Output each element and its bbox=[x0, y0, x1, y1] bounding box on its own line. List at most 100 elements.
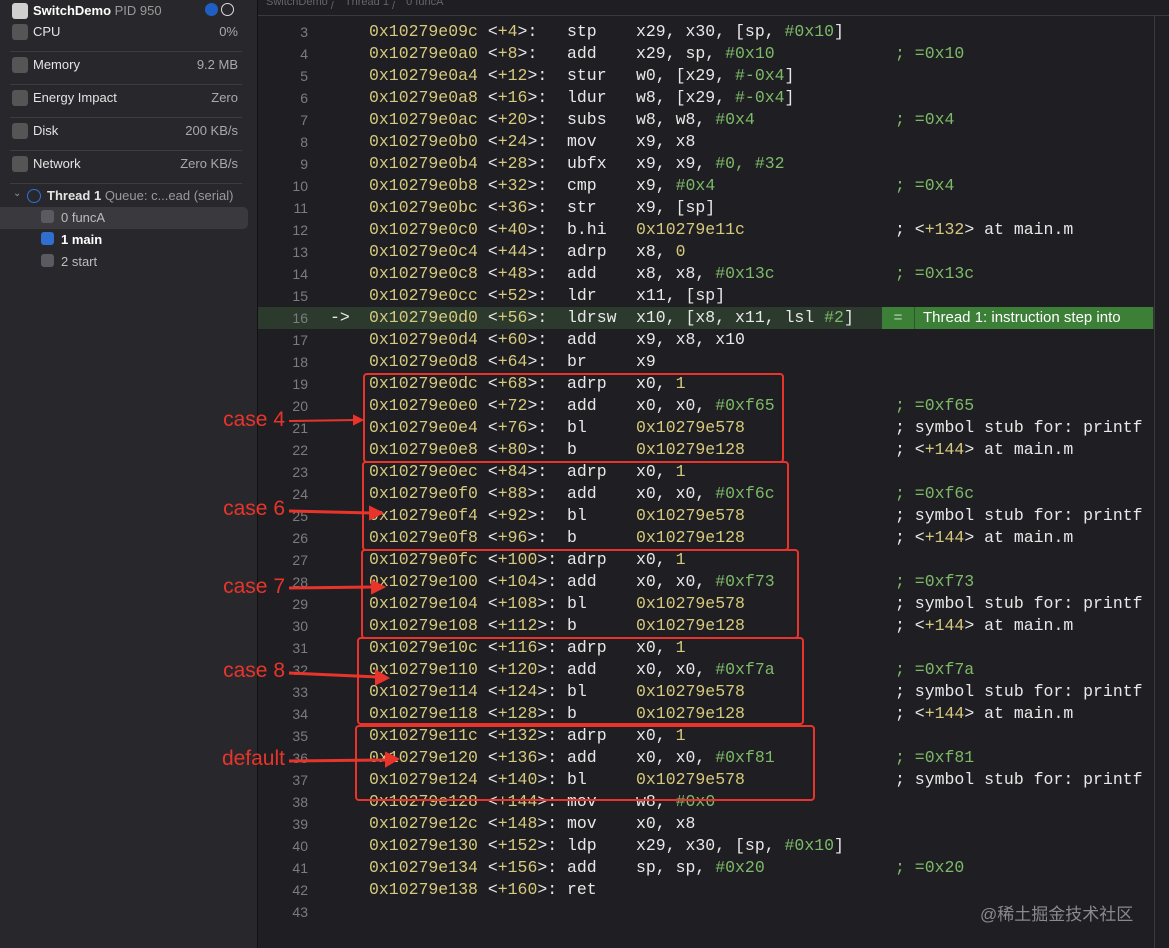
code-line[interactable]: 12 0x10279e0c0 <+40>: b.hi 0x10279e11c ; <+1… bbox=[258, 219, 1154, 241]
mnemonic: ldrsw bbox=[567, 308, 617, 327]
metric-value: Zero KB/s bbox=[180, 156, 238, 171]
code-line[interactable]: 15 0x10279e0cc <+52>: ldr x11, [sp] bbox=[258, 285, 1154, 307]
instruction-address: 0x10279e0b0 <+24>: bbox=[369, 132, 548, 151]
code-line[interactable]: 29 0x10279e104 <+108>: bl 0x10279e578 ; symb… bbox=[258, 593, 1154, 615]
code-line[interactable]: 10 0x10279e0b8 <+32>: cmp x9, #0x4 ; =0x4 bbox=[258, 175, 1154, 197]
operand-token: #0xf81 bbox=[715, 748, 775, 767]
line-number: 14 bbox=[292, 266, 308, 282]
app-icon bbox=[12, 3, 28, 19]
code-line[interactable]: 33 0x10279e114 <+124>: bl 0x10279e578 ; symb… bbox=[258, 681, 1154, 703]
comment-token: ; symbol stub for: printf bbox=[895, 594, 1143, 613]
code-line[interactable]: 22 0x10279e0e8 <+80>: b 0x10279e128 ; <+144>… bbox=[258, 439, 1154, 461]
comment-token: ; < bbox=[895, 220, 925, 239]
metric-row-memory[interactable]: Memory 9.2 MB bbox=[0, 54, 248, 76]
code-line[interactable]: 25 0x10279e0f4 <+92>: bl 0x10279e578; symbo… bbox=[258, 505, 1154, 527]
metric-row-energy-impact[interactable]: Energy Impact Zero bbox=[0, 87, 248, 109]
operands: 0x10279e128 bbox=[636, 615, 745, 637]
line-number: 38 bbox=[292, 794, 308, 810]
code-line[interactable]: 38 0x10279e128 <+144>: mov w8, #0x0 bbox=[258, 791, 1154, 813]
thread-pause-icon[interactable] bbox=[221, 3, 234, 16]
metric-row-disk[interactable]: Disk 200 KB/s bbox=[0, 120, 248, 142]
mnemonic: b bbox=[567, 616, 577, 635]
disassembly-editor[interactable]: SwitchDemo / Thread 1 / 0 funcA 3 0x10279… bbox=[258, 0, 1169, 948]
operand-token: w8, w8, bbox=[636, 110, 716, 129]
comment: ; <+132> at main.m bbox=[895, 219, 1073, 241]
code-line[interactable]: 14 0x10279e0c8 <+48>: add x8, x8, #0x13c ; =… bbox=[258, 263, 1154, 285]
code-line[interactable]: 23 0x10279e0ec <+84>: adrp x0, 1 bbox=[258, 461, 1154, 483]
offset: +96 bbox=[497, 528, 528, 547]
code-line[interactable]: 27 0x10279e0fc <+100>: adrp x0, 1 bbox=[258, 549, 1154, 571]
code-line[interactable]: 8 0x10279e0b0 <+24>: mov x9, x8 bbox=[258, 131, 1154, 153]
metric-value: 9.2 MB bbox=[196, 57, 238, 72]
code-line[interactable]: 42 0x10279e138 <+160>: ret bbox=[258, 879, 1154, 901]
metric-row-cpu[interactable]: CPU 0% bbox=[0, 21, 248, 43]
comment: ; <+144> at main.m bbox=[895, 527, 1073, 549]
arrow-icon bbox=[288, 585, 375, 590]
code-line[interactable]: 34 0x10279e118 <+128>: b 0x10279e128 ; <+144… bbox=[258, 703, 1154, 725]
chevron-down-icon[interactable]: ⌄ bbox=[13, 188, 22, 199]
code-line[interactable]: 4 0x10279e0a0 <+8>: add x29, sp, #0x10 ; =0x… bbox=[258, 43, 1154, 65]
code-line[interactable]: 28 0x10279e100 <+104>: add x0, x0, #0xf73 ; … bbox=[258, 571, 1154, 593]
breakpoint-status-icon[interactable] bbox=[205, 3, 218, 16]
metric-value: 200 KB/s bbox=[185, 123, 238, 138]
metric-label: CPU bbox=[33, 24, 61, 39]
address: 0x10279e0e8 bbox=[369, 440, 478, 459]
code-line[interactable]: 31 0x10279e10c <+116>: adrp x0, 1 bbox=[258, 637, 1154, 659]
code-line[interactable]: 6 0x10279e0a8 <+16>: ldur w8, [x29, #-0x4] bbox=[258, 87, 1154, 109]
code-line[interactable]: 24 0x10279e0f0 <+88>: add x0, x0, #0xf6c ; =… bbox=[258, 483, 1154, 505]
stack-frame[interactable]: 2 start bbox=[0, 251, 248, 273]
thread-row[interactable]: ⌄ Thread 1 Queue: c...ead (serial) bbox=[0, 185, 248, 207]
address: 0x10279e0f0 bbox=[369, 484, 478, 503]
instruction-address: 0x10279e130 <+152>: bbox=[369, 836, 558, 855]
code-line[interactable]: 41 0x10279e134 <+156>: add sp, sp, #0x20 ; =… bbox=[258, 857, 1154, 879]
offset: +64 bbox=[497, 352, 528, 371]
comment-token: ; < bbox=[895, 704, 925, 723]
code-line[interactable]: 18 0x10279e0d8 <+64>: br x9 bbox=[258, 351, 1154, 373]
stack-frame[interactable]: 1 main bbox=[0, 229, 248, 251]
operand-token: w8, [x29, bbox=[636, 88, 736, 107]
code-line[interactable]: 43 bbox=[258, 901, 1154, 923]
code-line[interactable]: 26 0x10279e0f8 <+96>: b 0x10279e128 ; <+144>… bbox=[258, 527, 1154, 549]
code-line[interactable]: 37 0x10279e124 <+140>: bl 0x10279e578 ; symb… bbox=[258, 769, 1154, 791]
address: 0x10279e0a0 bbox=[369, 44, 478, 63]
code-line[interactable]: 13 0x10279e0c4 <+44>: adrp x8, 0 bbox=[258, 241, 1154, 263]
mnemonic: mov bbox=[567, 792, 597, 811]
code-line[interactable]: 40 0x10279e130 <+152>: ldp x29, x30, [sp, #… bbox=[258, 835, 1154, 857]
thread-queue: Queue: c...ead (serial) bbox=[104, 188, 234, 203]
comment-token: ; < bbox=[895, 616, 925, 635]
code-line[interactable]: 5 0x10279e0a4 <+12>: stur w0, [x29, #-0x4] bbox=[258, 65, 1154, 87]
code-line[interactable]: 30 0x10279e108 <+112>: b 0x10279e128 ; <+144… bbox=[258, 615, 1154, 637]
comment-token: +144 bbox=[924, 528, 965, 547]
operand-token: 0 bbox=[675, 242, 686, 261]
comment: ; symbol stub for: printf bbox=[895, 505, 1143, 527]
comment: ; =0x20 bbox=[895, 857, 964, 879]
operand-token: #0x4 bbox=[675, 176, 716, 195]
operand-token: #0x13c bbox=[715, 264, 775, 283]
stack-frame[interactable]: 0 funcA bbox=[0, 207, 248, 229]
address: 0x10279e110 bbox=[369, 660, 478, 679]
instruction-address: 0x10279e0e8 <+80>: bbox=[369, 440, 548, 459]
code-line[interactable]: 19 0x10279e0dc <+68>: adrp x0, 1 bbox=[258, 373, 1154, 395]
mnemonic: add bbox=[567, 330, 597, 349]
offset: +88 bbox=[497, 484, 528, 503]
code-line[interactable]: 39 0x10279e12c <+148>: mov x0, x8 bbox=[258, 813, 1154, 835]
code-line[interactable]: 32 0x10279e110 <+120>: add x0, x0, #0xf7a; … bbox=[258, 659, 1154, 681]
breadcrumb-item[interactable]: 0 funcA bbox=[406, 0, 444, 8]
line-number: 34 bbox=[292, 706, 308, 722]
operand-token: x0, bbox=[636, 638, 676, 657]
code-line[interactable]: 9 0x10279e0b4 <+28>: ubfx x9, x9, #0, #32 bbox=[258, 153, 1154, 175]
metric-row-network[interactable]: Network Zero KB/s bbox=[0, 153, 248, 175]
line-number: 11 bbox=[293, 200, 308, 216]
code-line[interactable]: 35 0x10279e11c <+132>: adrp x0, 1 bbox=[258, 725, 1154, 747]
code-line[interactable]: 17 0x10279e0d4 <+60>: add x9, x8, x10 bbox=[258, 329, 1154, 351]
comment: ; <+144> at main.m bbox=[895, 439, 1073, 461]
breadcrumb-item[interactable]: SwitchDemo bbox=[266, 0, 328, 8]
process-row[interactable]: SwitchDemo PID 950 bbox=[0, 0, 248, 22]
divider bbox=[10, 150, 242, 151]
breadcrumb-item[interactable]: Thread 1 bbox=[344, 0, 389, 8]
code-line[interactable]: 7 0x10279e0ac <+20>: subs w8, w8, #0x4 ; =0x… bbox=[258, 109, 1154, 131]
code-line[interactable]: 21 0x10279e0e4 <+76>: bl 0x10279e578 ; symbo… bbox=[258, 417, 1154, 439]
code-line[interactable]: 11 0x10279e0bc <+36>: str x9, [sp] bbox=[258, 197, 1154, 219]
code-line[interactable]: 20 0x10279e0e0 <+72>: add x0, x0, #0xf65 ; =… bbox=[258, 395, 1154, 417]
code-line[interactable]: 3 0x10279e09c <+4>: stp x29, x30, [sp, #0x1… bbox=[258, 21, 1154, 43]
